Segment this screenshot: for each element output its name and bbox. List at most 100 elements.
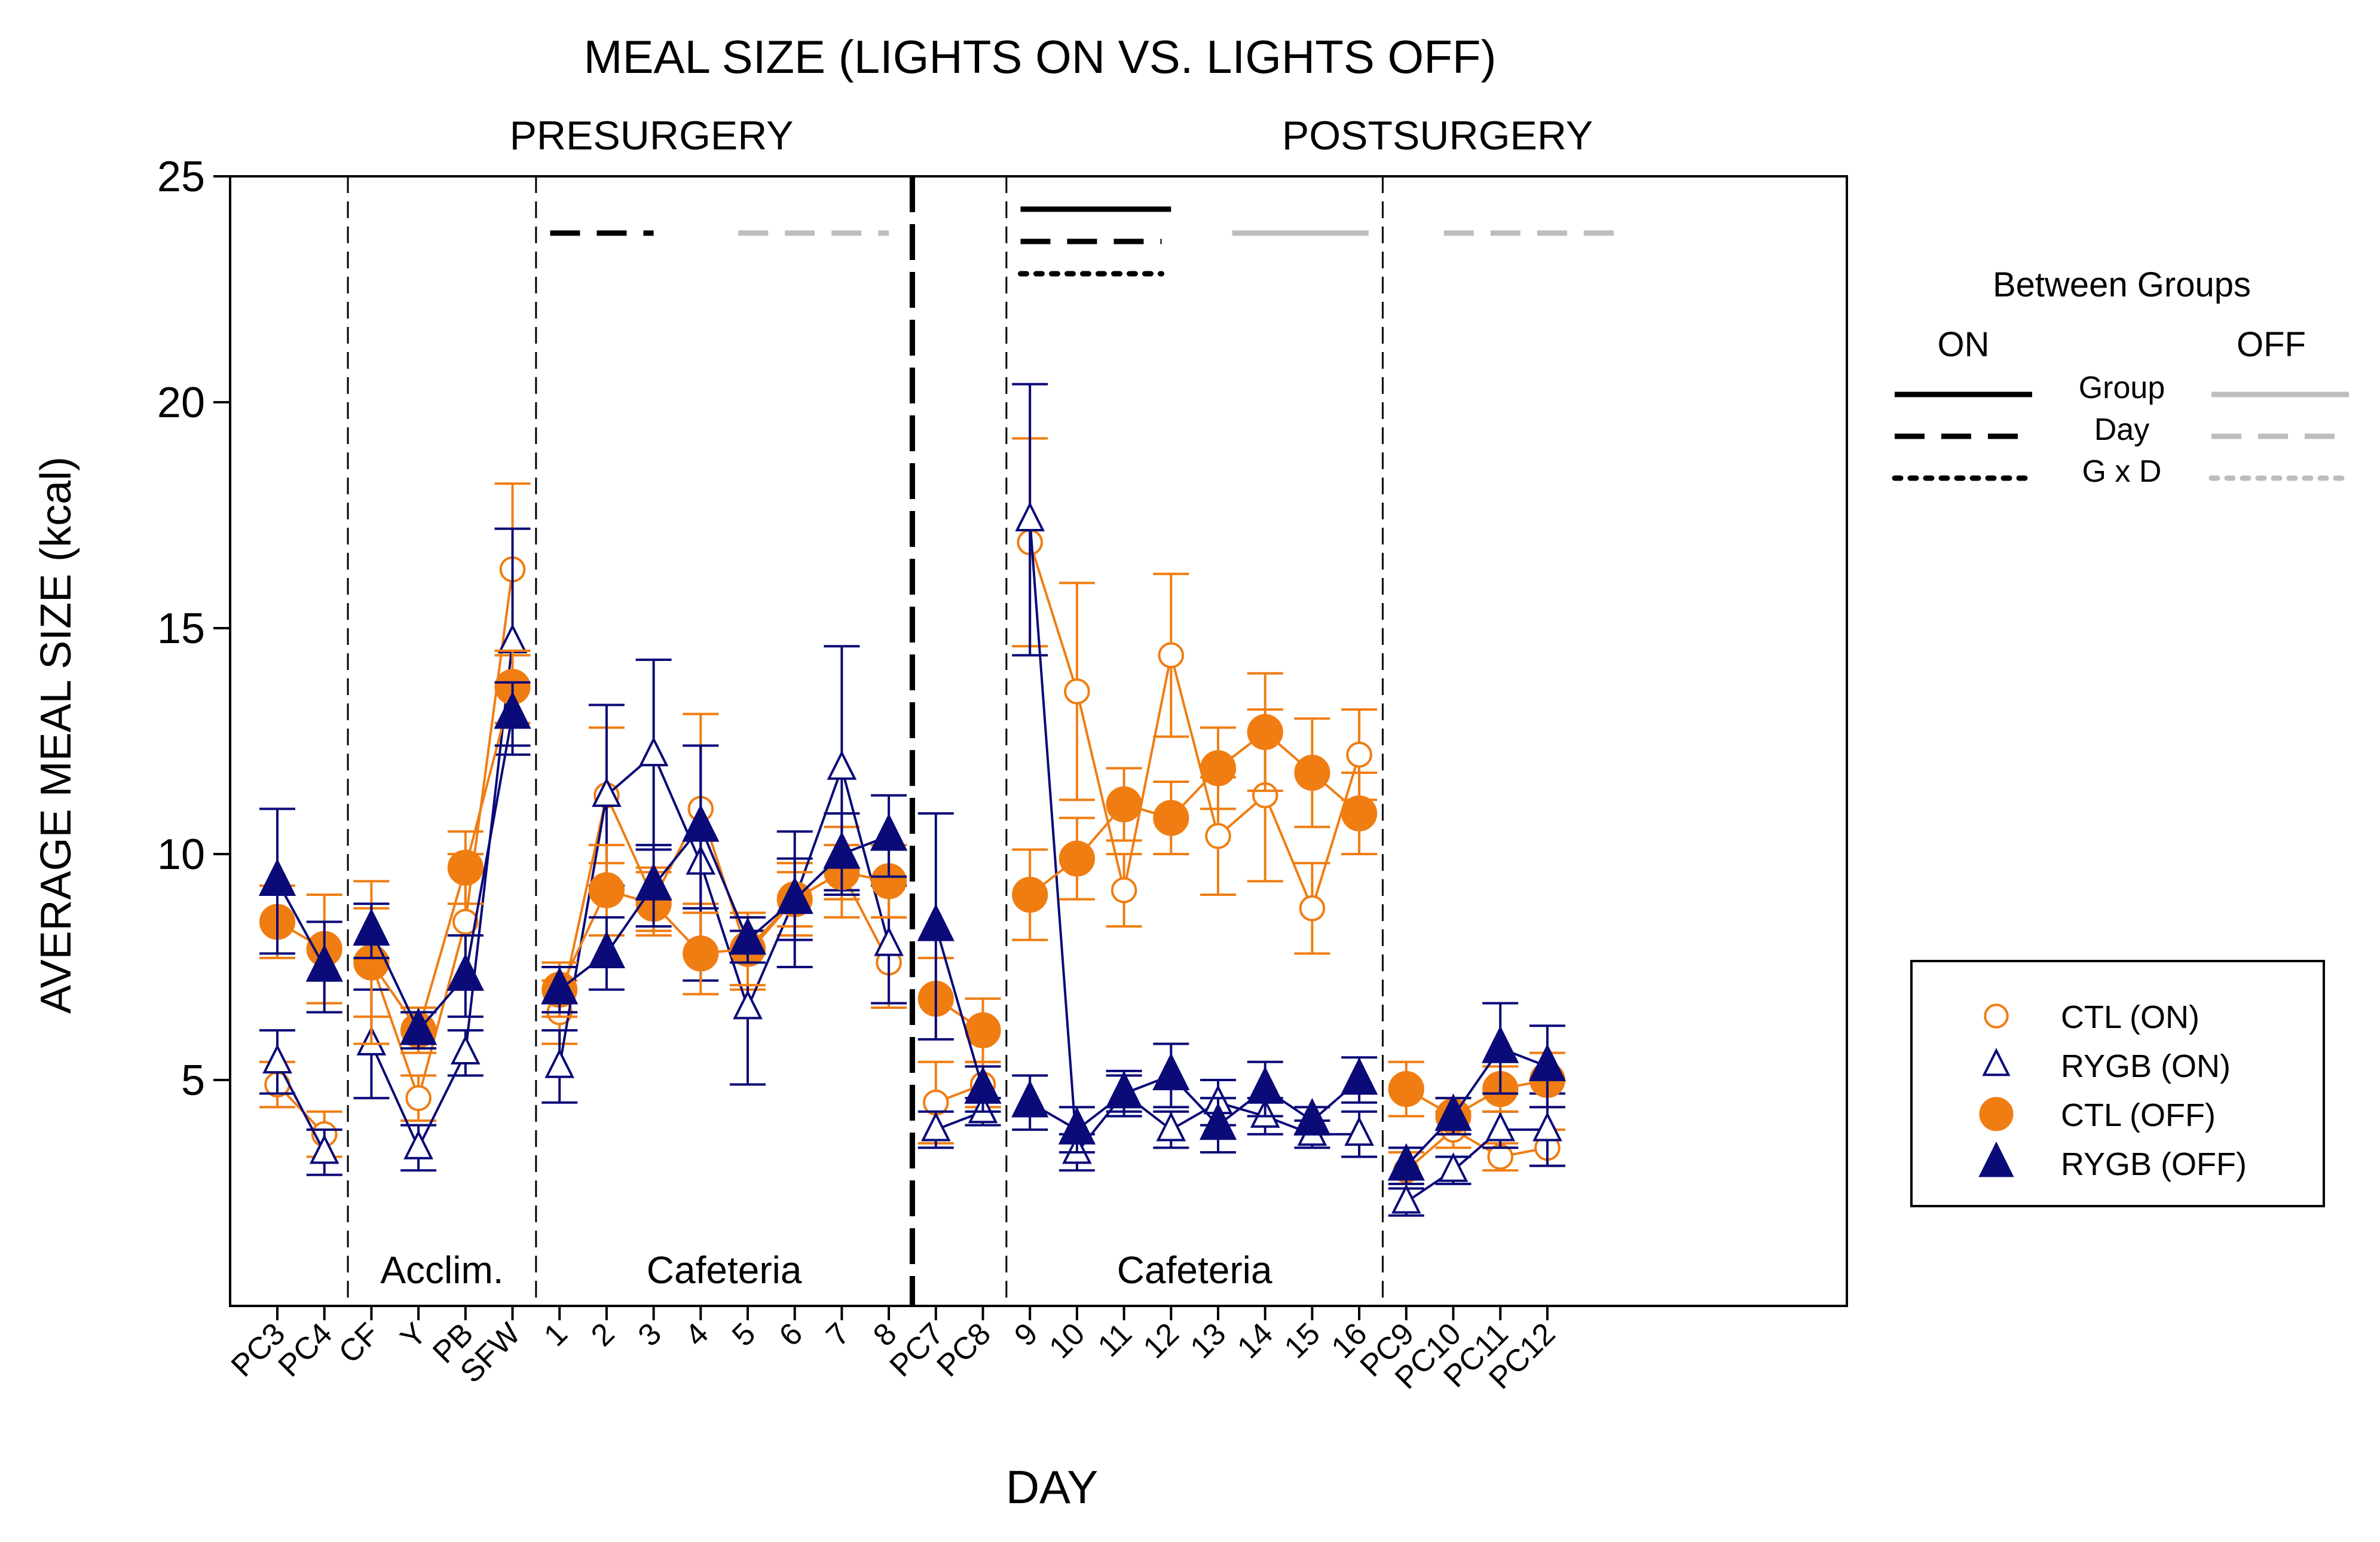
x-tick-label: 9 [1008,1316,1044,1353]
data-point [1532,1112,1562,1142]
data-point [1064,678,1090,705]
data-point [592,777,622,807]
x-tick-label: 3 [632,1316,668,1353]
y-tick-label: 5 [181,1057,205,1105]
x-tick-label: 1 [537,1316,574,1353]
data-point [447,849,484,886]
data-point [1247,714,1283,750]
data-point [1105,1070,1143,1109]
x-tick-label: 4 [678,1316,715,1353]
data-point [683,935,719,972]
data-point [450,1035,481,1065]
data-point [1528,1044,1567,1081]
series-line [370,641,514,1151]
data-point [827,750,857,780]
test-legend-title: Between Groups [1993,265,2251,304]
data-point [1058,1107,1096,1145]
section-label-postsurgery: POSTSURGERY [1282,113,1593,158]
x-tick-label: PC4 [272,1316,339,1384]
data-point [1438,1152,1469,1182]
data-point [399,1007,438,1045]
data-point [870,813,908,851]
y-tick-label: 20 [157,379,205,427]
x-tick-label: 5 [726,1316,762,1353]
x-tick-label: 15 [1278,1316,1327,1365]
x-tick-label: 11 [1091,1316,1139,1363]
block-label: Acclim. [380,1249,503,1292]
data-point [1340,1057,1378,1095]
data-point [1059,840,1095,877]
data-point [1012,876,1048,913]
data-point [1344,1116,1374,1146]
data-point [541,966,579,1005]
data-point [494,691,531,729]
legend-marker [1982,1048,2011,1076]
x-tick-label: 2 [585,1316,621,1353]
chart-title: MEAL SIZE (LIGHTS ON VS. LIGHTS OFF) [584,30,1497,83]
data-point [258,858,296,897]
data-point [635,862,672,901]
block-label: Cafeteria [1117,1249,1272,1292]
series-line [276,1061,326,1153]
data-point [1199,1102,1237,1140]
data-point [309,1134,339,1164]
series-line [934,926,984,1090]
series-line [1405,1047,1548,1167]
data-point [965,1012,1001,1048]
x-tick-label: 14 [1231,1316,1280,1365]
y-axis-label: AVERAGE MEAL SIZE (kcal) [32,457,80,1014]
x-tick-label: 10 [1042,1316,1091,1365]
series-rygb-off [258,681,1567,1185]
series-line [1029,519,1360,1156]
series-line [1405,1128,1547,1203]
test-legend-off-label: OFF [2237,325,2306,364]
data-point [405,1085,432,1112]
legend-marker [1979,1097,2014,1131]
data-point [305,944,343,982]
series-line [370,569,514,1103]
test-legend-row-label: Group [2079,371,2165,405]
x-tick-label: 12 [1137,1316,1186,1365]
data-point [823,831,861,869]
data-point [1482,1026,1519,1063]
x-axis-label: DAY [1006,1461,1099,1513]
series-line [1405,1128,1548,1171]
data-point [1158,642,1185,669]
data-point [1485,1112,1516,1142]
data-point [1293,1098,1331,1136]
test-legend-on-label: ON [1938,325,1990,364]
data-point [920,1112,951,1142]
data-point [638,736,669,767]
data-point [1391,1183,1421,1214]
data-point [403,1130,433,1159]
section-label-presurgery: PRESURGERY [510,113,794,158]
legend-label: CTL (ON) [2061,999,2199,1035]
data-point [874,926,904,956]
data-point [1299,895,1326,922]
data-point [1341,795,1378,832]
data-point [353,908,390,946]
data-point [1294,754,1330,791]
x-tick-label: CF [332,1316,386,1370]
test-legend-row-label: G x D [2082,454,2162,489]
data-point [588,931,626,968]
data-point [682,804,720,842]
x-tick-label: 13 [1184,1316,1233,1365]
data-point [1434,1093,1472,1131]
x-tick-label: PC8 [930,1316,998,1384]
data-point [917,903,955,941]
data-point [1111,877,1137,904]
data-point [1246,1066,1284,1104]
y-tick-label: 10 [157,831,205,879]
y-tick-label: 25 [157,153,205,201]
data-point [1153,800,1189,836]
data-point [1015,501,1045,531]
series-line [370,686,514,1033]
block-label: Cafeteria [647,1249,802,1292]
data-point [776,876,813,914]
data-point [1388,1071,1424,1107]
series-line [1405,1079,1548,1118]
x-tick-label: Y [394,1316,433,1356]
